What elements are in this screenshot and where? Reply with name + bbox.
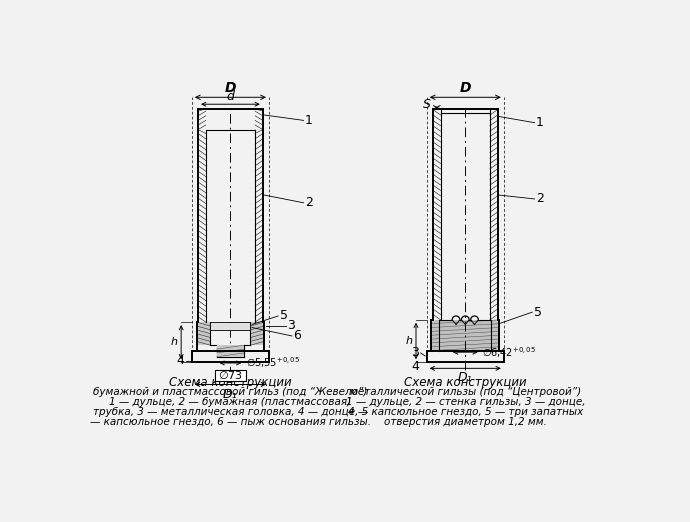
Text: Схема конструкции: Схема конструкции	[169, 376, 292, 389]
Bar	[215, 370, 246, 381]
Text: 4 — капсюльное гнездо, 5 — три запатных: 4 — капсюльное гнездо, 5 — три запатных	[348, 407, 583, 417]
Text: — капсюльное гнездо, 6 — пыж основания гильзы.: — капсюльное гнездо, 6 — пыж основания г…	[90, 417, 371, 427]
Text: S: S	[423, 98, 431, 111]
Text: металлической гильзы (под “Центровой”): металлической гильзы (под “Центровой”)	[350, 387, 581, 397]
Text: 5: 5	[279, 310, 288, 323]
Text: D₁: D₁	[223, 387, 238, 400]
Text: трубка, 3 — металлическая головка, 4 — донце, 5: трубка, 3 — металлическая головка, 4 — д…	[92, 407, 368, 417]
Text: D₁: D₁	[458, 372, 473, 384]
Text: Схема конструкции: Схема конструкции	[404, 376, 526, 389]
Bar	[217, 345, 244, 357]
Text: 1: 1	[305, 114, 313, 127]
Text: 3: 3	[411, 347, 419, 360]
Text: D: D	[225, 81, 236, 95]
Text: 2: 2	[305, 196, 313, 209]
Text: 1 — дульце, 2 — бумажная (пластмассовая): 1 — дульце, 2 — бумажная (пластмассовая)	[109, 397, 351, 407]
Bar	[250, 322, 264, 345]
Text: d: d	[226, 90, 235, 103]
Text: 1: 1	[536, 116, 544, 129]
Text: h: h	[170, 337, 177, 347]
Text: $\varnothing$6,42$^{+0,05}$: $\varnothing$6,42$^{+0,05}$	[482, 345, 536, 360]
Text: $\varnothing$5,55$^{+0,05}$: $\varnothing$5,55$^{+0,05}$	[246, 355, 299, 370]
Text: 1 — дульце, 2 — стенка гильзы, 3 — донце,: 1 — дульце, 2 — стенка гильзы, 3 — донце…	[346, 397, 585, 407]
Text: 5: 5	[534, 305, 542, 318]
Bar	[431, 320, 499, 351]
Bar	[210, 322, 250, 330]
Text: отверстия диаметром 1,2 мм.: отверстия диаметром 1,2 мм.	[384, 417, 546, 427]
Text: 3: 3	[288, 319, 295, 333]
Text: 4: 4	[177, 354, 184, 367]
Text: $\varnothing$73: $\varnothing$73	[218, 369, 243, 381]
Text: h: h	[405, 336, 412, 346]
Text: 2: 2	[536, 193, 544, 206]
Text: 6: 6	[293, 329, 302, 342]
Bar	[197, 322, 210, 345]
Text: 4: 4	[411, 360, 419, 373]
Text: D: D	[460, 81, 471, 95]
Text: бумажной и пластмассовой гильз (под “Жевело”): бумажной и пластмассовой гильз (под “Жев…	[93, 387, 368, 397]
